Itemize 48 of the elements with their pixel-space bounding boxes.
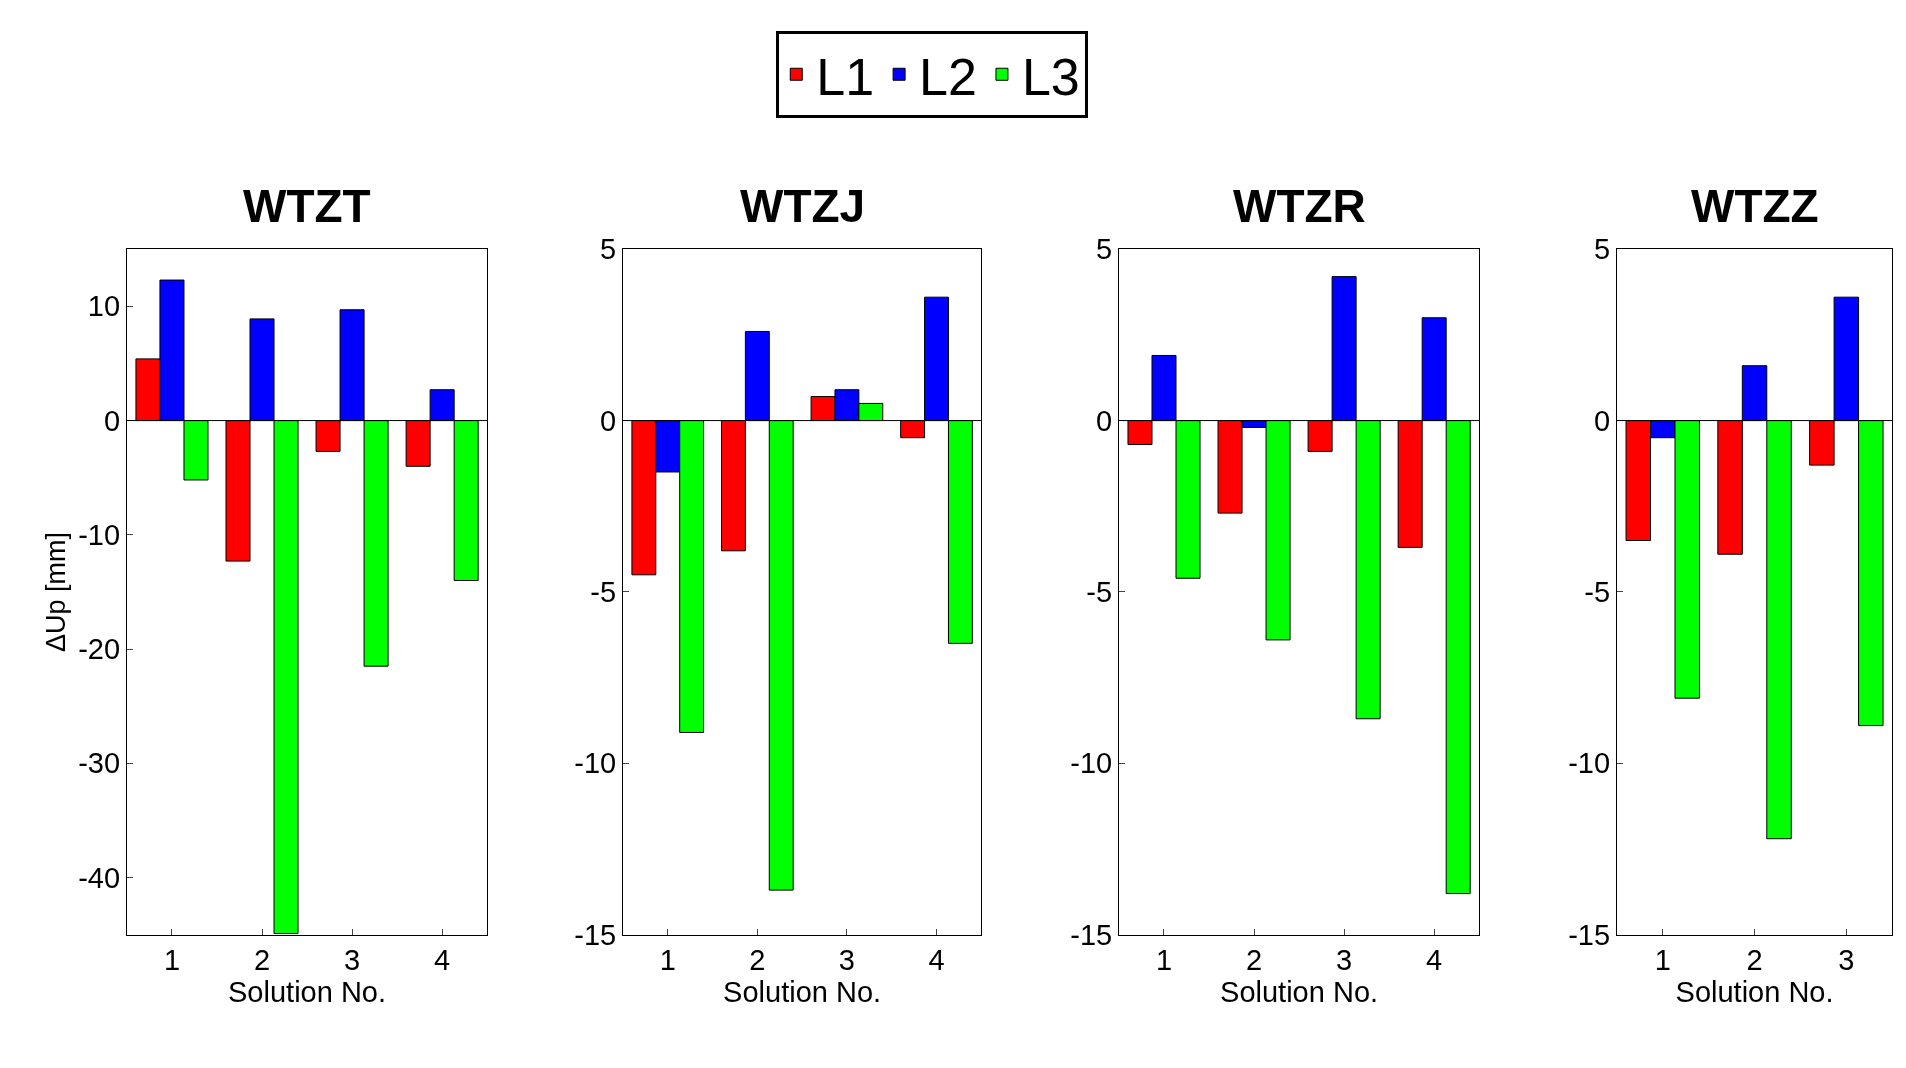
x-tick-label: 3: [838, 944, 855, 977]
y-tick-label: -20: [78, 633, 121, 666]
x-tick-label: 1: [163, 944, 181, 977]
y-tick-label: 0: [1096, 404, 1113, 437]
legend-label: L2: [919, 47, 977, 106]
x-axis-title: Solution No.: [228, 976, 387, 1009]
x-tick-label: 2: [1746, 944, 1763, 977]
y-tick-label: -5: [590, 576, 617, 609]
y-tick-label: -15: [1568, 918, 1611, 951]
y-tick-label: -10: [1070, 747, 1113, 780]
x-tick-label: 1: [1654, 944, 1671, 977]
x-axis-title: Solution No.: [1675, 976, 1834, 1009]
y-axis-title: ΔUp [mm]: [41, 531, 72, 652]
x-tick-label: 1: [659, 944, 676, 977]
x-tick-label: 4: [1426, 944, 1443, 977]
y-tick-label: -15: [1070, 918, 1113, 951]
x-tick-label: 4: [434, 944, 451, 977]
y-tick-label: 0: [103, 404, 121, 437]
x-tick-label: 3: [1838, 944, 1855, 977]
chart-title: WTZZ: [1691, 180, 1819, 232]
y-tick-label: -30: [78, 747, 121, 780]
chart-title: WTZT: [243, 180, 371, 232]
y-tick-label: 5: [600, 233, 617, 266]
y-tick-label: 10: [87, 290, 121, 323]
y-tick-label: 5: [1096, 233, 1113, 266]
y-tick-label: -5: [1086, 576, 1113, 609]
y-tick-label: 0: [600, 404, 617, 437]
x-tick-label: 4: [928, 944, 945, 977]
y-tick-label: -15: [574, 918, 617, 951]
x-tick-label: 1: [1155, 944, 1173, 977]
x-axis-title: Solution No.: [723, 976, 882, 1009]
legend-label: L3: [1021, 47, 1080, 106]
chart-title: WTZJ: [740, 180, 866, 232]
x-tick-label: 2: [1245, 944, 1263, 977]
y-tick-label: 0: [1593, 404, 1611, 437]
x-tick-label: 2: [749, 944, 766, 977]
y-tick-label: -10: [1568, 747, 1611, 780]
x-axis-title: Solution No.: [1220, 976, 1379, 1009]
y-tick-label: -40: [78, 861, 121, 894]
y-tick-label: 5: [1593, 233, 1611, 266]
chart-title: WTZR: [1233, 180, 1366, 232]
y-tick-label: -10: [78, 518, 121, 551]
x-tick-label: 3: [1336, 944, 1353, 977]
x-tick-label: 2: [253, 944, 271, 977]
y-tick-label: -5: [1584, 576, 1611, 609]
legend-label: L1: [816, 47, 875, 106]
x-tick-label: 3: [344, 944, 361, 977]
y-tick-label: -10: [574, 747, 617, 780]
